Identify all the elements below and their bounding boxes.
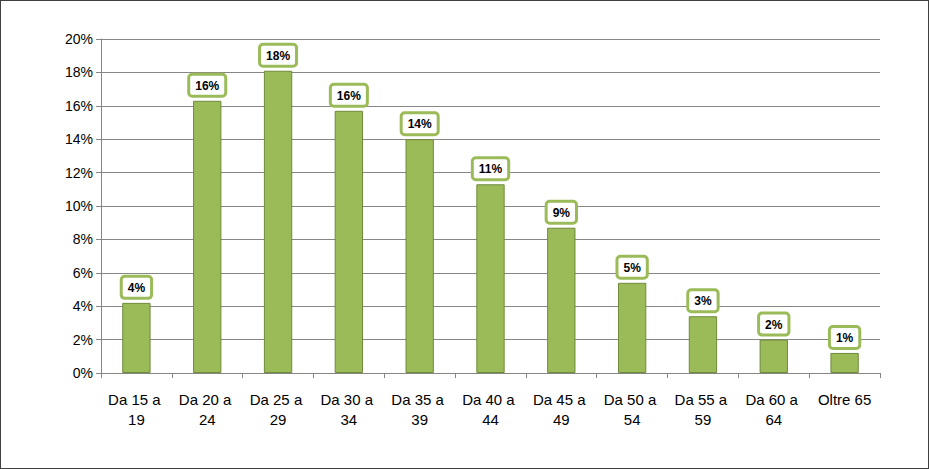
svg-text:Da 60 a: Da 60 a bbox=[745, 391, 802, 408]
svg-text:2%: 2% bbox=[73, 332, 93, 348]
svg-text:34: 34 bbox=[341, 411, 358, 428]
svg-text:4%: 4% bbox=[73, 298, 93, 314]
svg-text:59: 59 bbox=[695, 411, 712, 428]
svg-text:14%: 14% bbox=[408, 117, 432, 131]
svg-text:44: 44 bbox=[482, 411, 499, 428]
svg-text:0%: 0% bbox=[73, 365, 93, 381]
svg-text:8%: 8% bbox=[73, 231, 93, 247]
svg-text:2%: 2% bbox=[765, 318, 783, 332]
svg-text:10%: 10% bbox=[65, 198, 93, 214]
svg-text:Da 35 a: Da 35 a bbox=[391, 391, 448, 408]
svg-text:9%: 9% bbox=[553, 206, 571, 220]
svg-text:6%: 6% bbox=[73, 265, 93, 281]
svg-text:64: 64 bbox=[765, 411, 782, 428]
svg-text:Da 40 a: Da 40 a bbox=[462, 391, 519, 408]
svg-text:16%: 16% bbox=[337, 89, 361, 103]
svg-text:Da 55 a: Da 55 a bbox=[675, 391, 732, 408]
svg-text:54: 54 bbox=[624, 411, 641, 428]
svg-text:14%: 14% bbox=[65, 131, 93, 147]
svg-text:1%: 1% bbox=[836, 331, 854, 345]
svg-text:39: 39 bbox=[411, 411, 428, 428]
svg-text:Da 50 a: Da 50 a bbox=[604, 391, 661, 408]
svg-text:5%: 5% bbox=[623, 261, 641, 275]
svg-text:11%: 11% bbox=[479, 162, 503, 176]
svg-text:12%: 12% bbox=[65, 165, 93, 181]
svg-text:Da 25 a: Da 25 a bbox=[250, 391, 307, 408]
svg-text:24: 24 bbox=[199, 411, 216, 428]
svg-text:Da 45 a: Da 45 a bbox=[533, 391, 590, 408]
svg-text:16%: 16% bbox=[195, 79, 219, 93]
svg-text:Da 30 a: Da 30 a bbox=[321, 391, 378, 408]
svg-text:4%: 4% bbox=[128, 281, 146, 295]
svg-text:49: 49 bbox=[553, 411, 570, 428]
svg-text:Da 20 a: Da 20 a bbox=[179, 391, 236, 408]
svg-text:18%: 18% bbox=[65, 64, 93, 80]
svg-text:16%: 16% bbox=[65, 98, 93, 114]
svg-text:3%: 3% bbox=[694, 294, 712, 308]
svg-text:Oltre 65: Oltre 65 bbox=[818, 391, 871, 408]
svg-text:Da 15 a: Da 15 a bbox=[108, 391, 165, 408]
svg-text:29: 29 bbox=[270, 411, 287, 428]
svg-text:19: 19 bbox=[128, 411, 145, 428]
svg-text:18%: 18% bbox=[266, 49, 290, 63]
svg-text:20%: 20% bbox=[65, 31, 93, 47]
